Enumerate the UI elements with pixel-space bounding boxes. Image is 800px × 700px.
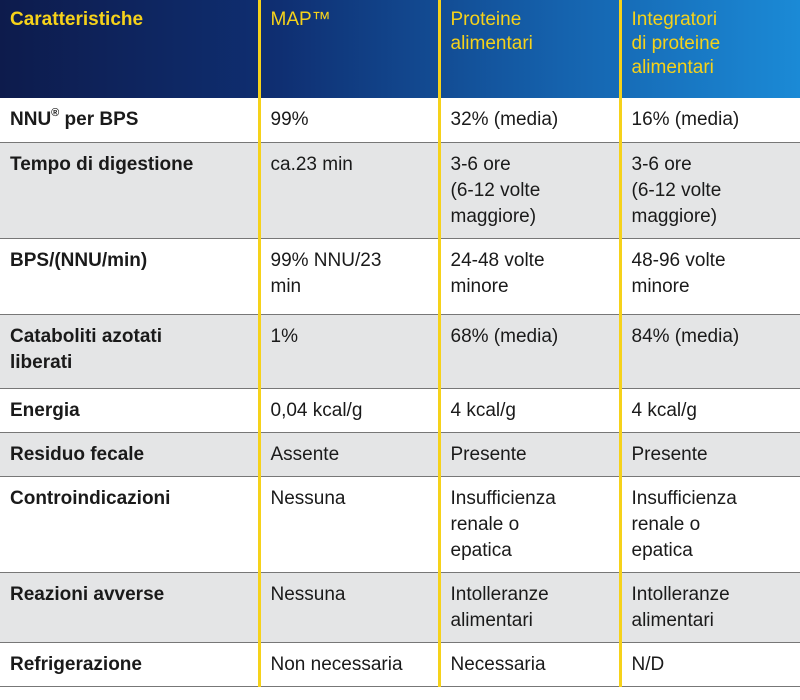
row-label: BPS/(NNU/min) [0,238,261,315]
row-label: Energia [0,388,261,433]
row-label: Refrigerazione [0,642,261,687]
row-label: NNU® per BPS [0,98,261,143]
cell-integratori: Presente [620,432,800,477]
table-row: Controindicazioni Nessuna Insufficienza … [0,476,800,573]
cell-proteine: 24-48 volte minore [439,238,622,315]
cell-integratori: 16% (media) [620,98,800,143]
table-row: NNU® per BPS 99% 32% (media) 16% (media) [0,98,800,143]
cell-proteine: Necessaria [439,642,622,687]
table-row: Residuo fecale Assente Presente Presente [0,432,800,477]
table-body: NNU® per BPS 99% 32% (media) 16% (media)… [0,98,800,687]
cell-integratori: N/D [620,642,800,687]
header-map: MAP™ [259,0,441,98]
cell-proteine: Presente [439,432,622,477]
cell-map: ca.23 min [259,142,441,239]
cell-proteine: Insufficienza renale o epatica [439,476,622,573]
row-label: Controindicazioni [0,476,261,573]
table-header: Caratteristiche MAP™ Proteine alimentari… [0,0,800,98]
cell-map: Nessuna [259,572,441,643]
cell-proteine: 68% (media) [439,314,622,389]
cell-proteine: 3-6 ore (6-12 volte maggiore) [439,142,622,239]
row-label: Residuo fecale [0,432,261,477]
cell-map: Assente [259,432,441,477]
cell-integratori: 48-96 volte minore [620,238,800,315]
table-row: Reazioni avverse Nessuna Intolleranze al… [0,572,800,643]
table-row: Energia 0,04 kcal/g 4 kcal/g 4 kcal/g [0,388,800,433]
table-row: Cataboliti azotati liberati 1% 68% (medi… [0,314,800,389]
header-caratteristiche: Caratteristiche [0,0,261,98]
row-label: Tempo di digestione [0,142,261,239]
table-row: Refrigerazione Non necessaria Necessaria… [0,642,800,687]
cell-map: 99% [259,98,441,143]
cell-integratori: 4 kcal/g [620,388,800,433]
header-proteine-alimentari: Proteine alimentari [439,0,622,98]
header-integratori: Integratori di proteine alimentari [631,9,721,78]
cell-proteine: Intolleranze alimentari [439,572,622,643]
cell-integratori: Insufficienza renale o epatica [620,476,800,573]
cell-map: 1% [259,314,441,389]
table-row: BPS/(NNU/min) 99% NNU/23 min 24-48 volte… [0,238,800,315]
cell-proteine: 32% (media) [439,98,622,143]
cell-integratori: Intolleranze alimentari [620,572,800,643]
cell-integratori: 3-6 ore (6-12 volte maggiore) [620,142,800,239]
cell-integratori: 84% (media) [620,314,800,389]
table-row: Tempo di digestione ca.23 min 3-6 ore (6… [0,142,800,239]
cell-proteine: 4 kcal/g [439,388,622,433]
cell-map: 0,04 kcal/g [259,388,441,433]
row-label: Reazioni avverse [0,572,261,643]
cell-map: 99% NNU/23 min [259,238,441,315]
cell-map: Nessuna [259,476,441,573]
header-row: Caratteristiche MAP™ Proteine alimentari… [0,0,800,98]
cell-map: Non necessaria [259,642,441,687]
row-label: Cataboliti azotati liberati [0,314,261,389]
